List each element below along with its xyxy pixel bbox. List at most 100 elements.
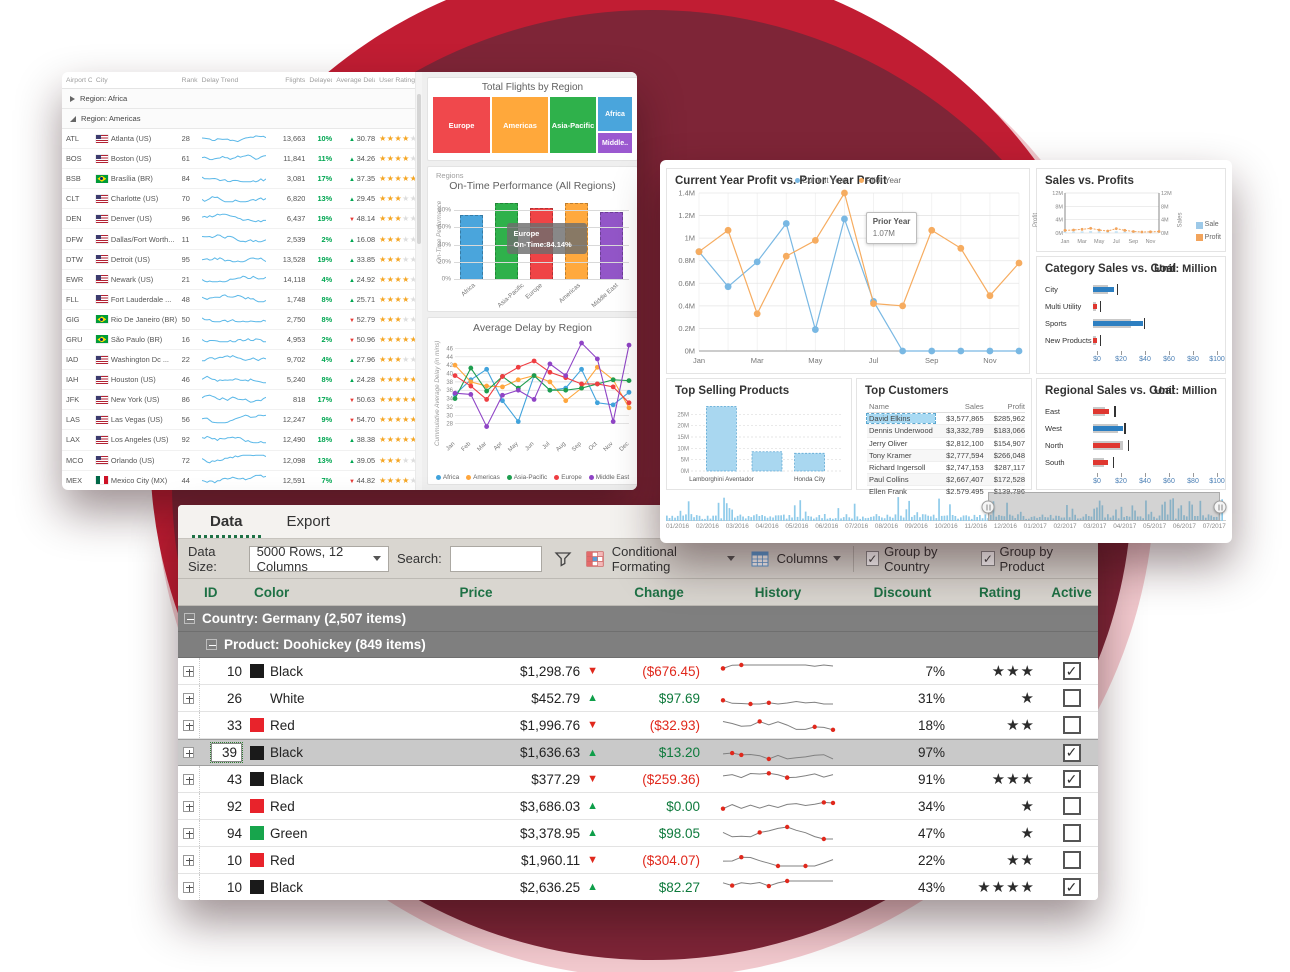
treemap-tile-americas[interactable]: Americas [492,97,548,153]
flight-row-DEN[interactable]: DEN Denver (US) 96 6,437 19% ▼ 48.14 ★★★★★ [62,209,415,230]
legend-item-sale[interactable]: Sale [1195,219,1221,232]
customer-row[interactable]: Tony Kramer $2,777,594 $266,048 [867,449,1025,462]
flight-row-DTW[interactable]: DTW Detroit (US) 95 13,528 19% ▲ 33.85 ★★★★★ [62,250,415,270]
flight-row-IAD[interactable]: IAD Washington Dc ... 22 9,702 4% ▲ 27.96 ★★★★… [62,350,415,371]
flights-grid-scrollbar[interactable] [416,72,422,490]
active-checkbox-checked[interactable]: ✓ [1062,743,1081,762]
flight-row-ATL[interactable]: ATL Atlanta (US) 28 13,663 10% ▲ 30.78 ★★★★★ [62,129,415,150]
range-handle-right[interactable] [1213,500,1227,514]
flight-row-EWR[interactable]: EWR Newark (US) 21 14,118 4% ▲ 24.92 ★★★★★ [62,270,415,290]
conditional-formatting-button[interactable]: Conditional Formating [612,544,735,574]
flight-row-LAX[interactable]: LAX Los Angeles (US) 92 12,490 18% ▲ 38.38 ★★★… [62,430,415,451]
table-row-id-33-red[interactable]: 33 Red $1,996.76 ▼ ($32.93) 18% ★★ [178,712,1098,739]
group-row-region-africa[interactable]: Region: Africa [62,89,415,109]
table-row-id-10-red[interactable]: 10 Red $1,960.11 ▼ ($304.07) 22% ★★ [178,847,1098,874]
column-header-average-dela-[interactable]: Average Dela... [336,76,375,84]
checkbox-checked-icon[interactable]: ✓ [981,551,995,566]
active-checkbox-checked[interactable]: ✓ [1062,770,1081,788]
treemap-tile-africa[interactable]: Africa [598,97,632,132]
legend-item-profit[interactable]: Profit [1195,232,1221,245]
expand-row-button[interactable] [183,719,194,731]
conditional-formatting-icon[interactable] [586,551,604,567]
active-checkbox-checked[interactable]: ✓ [1062,662,1081,680]
column-header-delayed-[interactable]: Delayed* [309,76,332,84]
group-by-product-checkbox[interactable]: ✓ Group by Product [981,543,1053,574]
active-checkbox-checked[interactable]: ✓ [1062,878,1081,896]
collapse-arrow-icon[interactable] [70,95,75,102]
expand-row-button[interactable] [183,692,194,704]
expand-row-button[interactable] [183,773,194,785]
customer-row[interactable]: Dennis Underwood $3,332,789 $183,066 [867,425,1025,438]
flight-row-CLT[interactable]: CLT Charlotte (US) 70 6,820 13% ▲ 29.45 ★★★★★ [62,189,415,210]
group-row-product[interactable]: Product: Doohickey (849 items) [178,632,1098,658]
column-header-user-rating[interactable]: User Rating [379,76,415,84]
table-row-id-92-red[interactable]: 92 Red $3,686.03 ▲ $0.00 34% ★ [178,793,1098,820]
range-selector-chart[interactable] [666,492,1227,521]
filter-icon[interactable] [554,551,572,567]
range-selection[interactable] [988,492,1221,521]
flight-row-MCO[interactable]: MCO Orlando (US) 72 12,098 13% ▲ 39.05 ★★★★★ [62,451,415,471]
column-header-id[interactable]: ID [204,584,218,600]
range-handle-left[interactable] [981,500,995,514]
flight-row-JFK[interactable]: JFK New York (US) 86 818 17% ▼ 50.63 ★★★★★ [62,390,415,411]
column-header-rank[interactable]: Rank [181,76,198,84]
group-by-country-checkbox[interactable]: ✓ Group by Country [865,543,938,574]
expand-row-button[interactable] [183,854,194,866]
flight-row-MEX[interactable]: MEX Mexico City (MX) 44 12,591 7% ▼ 44.82 ★★★★… [62,471,415,490]
table-row-id-43-black[interactable]: 43 Black $377.29 ▼ ($259.36) 91% ★★★ ✓ [178,766,1098,793]
active-checkbox-unchecked[interactable] [1062,824,1081,842]
legend-item-africa[interactable]: Africa [435,474,459,481]
group-row-region-americas[interactable]: Region: Americas [62,109,415,129]
columns-icon[interactable] [751,551,769,567]
legend-item-current-year[interactable]: Current Year [794,176,847,185]
column-header-flights[interactable]: Flights [285,76,306,84]
search-input[interactable] [449,545,542,572]
table-row-id-39-black[interactable]: 39 Black $1,636.63 ▲ $13.20 97% ✓ [178,739,1098,766]
active-checkbox-unchecked[interactable] [1062,797,1081,815]
column-header-active[interactable]: Active [1051,584,1092,600]
tab-data[interactable]: Data [192,507,261,538]
flight-row-BSB[interactable]: BSB Brasília (BR) 84 3,081 17% ▲ 37.35 ★★★★★ [62,169,415,190]
expand-row-button[interactable] [183,800,194,812]
legend-item-middle-east[interactable]: Middle East [588,474,629,481]
legend-item-americas[interactable]: Americas [466,474,500,481]
column-header-delay-trend[interactable]: Delay Trend [201,76,239,84]
expand-row-button[interactable] [183,747,194,758]
treemap-tile-asia-pacific[interactable]: Asia-Pacific [550,97,596,153]
customer-row[interactable]: Paul Collins $2,667,407 $172,528 [867,474,1025,487]
active-checkbox-unchecked[interactable] [1062,716,1081,734]
column-header-city[interactable]: City [95,76,108,84]
column-header-airport-code[interactable]: Airport Code [66,76,92,84]
treemap-tile-europe[interactable]: Europe [432,96,491,154]
active-checkbox-unchecked[interactable] [1062,851,1081,869]
expand-arrow-icon[interactable] [70,115,76,122]
column-header-history[interactable]: History [754,584,802,600]
legend-item-europe[interactable]: Europe [554,474,582,481]
column-header-change[interactable]: Change [634,584,684,600]
column-header-discount[interactable]: Discount [873,584,932,600]
expand-row-button[interactable] [183,665,194,677]
legend-item-prior-year[interactable]: Prior Year [858,176,901,185]
table-row-id-94-green[interactable]: 94 Green $3,378.95 ▲ $98.05 47% ★ [178,820,1098,847]
flight-row-LAS[interactable]: LAS Las Vegas (US) 56 12,247 9% ▼ 54.70 ★★★★★ [62,410,415,431]
flight-row-DFW[interactable]: DFW Dallas/Fort Worth... 11 2,539 2% ▲ 16.08 ★… [62,229,415,250]
column-header-color[interactable]: Color [254,584,290,600]
flight-row-GIG[interactable]: GIG Rio De Janeiro (BR) 50 2,750 8% ▼ 52.79 ★★… [62,310,415,330]
expand-row-button[interactable] [183,827,194,839]
flight-row-FLL[interactable]: FLL Fort Lauderdale ... 48 1,748 8% ▲ 25.71 ★★… [62,290,415,310]
columns-button[interactable]: Columns [777,551,841,566]
collapse-group-icon[interactable] [206,639,217,650]
group-row-country[interactable]: Country: Germany (2,507 items) [178,606,1098,632]
legend-item-asia-pacific[interactable]: Asia-Pacific [506,474,547,481]
collapse-group-icon[interactable] [184,613,195,624]
flight-row-IAH[interactable]: IAH Houston (US) 46 5,240 8% ▲ 24.28 ★★★★★ [62,370,415,391]
flight-row-BOS[interactable]: BOS Boston (US) 61 11,841 11% ▲ 34.26 ★★★★★ [62,149,415,170]
active-checkbox-unchecked[interactable] [1062,689,1081,707]
column-header-rating[interactable]: Rating [979,584,1021,600]
scrollbar-thumb[interactable] [417,94,421,244]
expand-row-button[interactable] [183,881,194,893]
flight-row-GRU[interactable]: GRU São Paulo (BR) 16 4,953 2% ▼ 50.96 ★★★★★ [62,330,415,351]
table-row-id-10-black[interactable]: 10 Black $2,636.25 ▲ $82.27 43% ★★★★ ✓ [178,874,1098,900]
customer-row[interactable]: Jerry Oliver $2,812,100 $154,907 [867,438,1025,450]
id-cell-editor[interactable]: 39 [209,742,244,763]
